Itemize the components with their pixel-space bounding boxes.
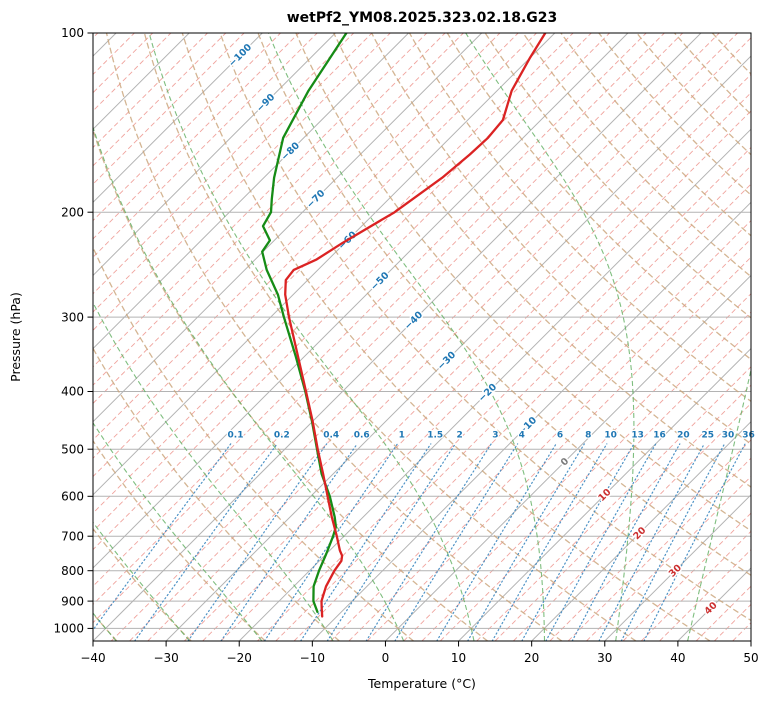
y-tick-label: 100	[61, 26, 84, 40]
pressure-gridlines	[93, 33, 751, 629]
isotherms-major	[93, 33, 751, 641]
mixing-ratio-lines	[93, 443, 746, 641]
x-tick-label: 30	[597, 651, 612, 665]
temperature-curve	[284, 33, 547, 618]
mixing-ratio-label: 1	[399, 431, 405, 441]
mixing-ratio-label: 0.4	[323, 431, 339, 441]
axes-frame: −40 −30 −20 −10 0 10 20 30 40 5010020030040050060…	[53, 26, 758, 665]
y-tick-label: 800	[61, 564, 84, 578]
y-tick-label: 400	[61, 385, 84, 399]
mixing-ratio-label: 36	[742, 431, 755, 441]
y-tick-label: 300	[61, 310, 84, 324]
mixing-ratio-label: 3	[492, 431, 498, 441]
mixing-ratio-label: 4	[519, 431, 525, 441]
mixing-ratio-label: 0.2	[274, 431, 290, 441]
y-tick-label: 700	[61, 529, 84, 543]
x-tick-label: 50	[743, 651, 758, 665]
isotherm-label: 0	[559, 456, 572, 469]
mixing-ratio-label: 1.5	[427, 431, 443, 441]
mixing-ratio-label: 16	[653, 431, 666, 441]
plot-frame	[92, 32, 752, 642]
mixing-ratio-label: 0.6	[354, 431, 370, 441]
y-tick-label: 200	[61, 205, 84, 219]
mixing-ratio-label: 6	[557, 431, 563, 441]
mixing-ratio-label: 20	[677, 431, 690, 441]
plot-area: −100−90−80−70−60−50−40−30−20−10010203040…	[53, 26, 758, 665]
isotherms-minor	[93, 33, 751, 641]
y-tick-label: 1000	[53, 622, 84, 636]
mixing-ratio-label: 0.1	[228, 431, 244, 441]
x-tick-label: −40	[80, 651, 105, 665]
y-tick-label: 600	[61, 490, 84, 504]
profiles	[261, 33, 547, 618]
y-tick-label: 900	[61, 594, 84, 608]
mixing-ratio-label: 8	[585, 431, 591, 441]
x-tick-label: 40	[670, 651, 685, 665]
x-tick-label: −10	[300, 651, 325, 665]
chart-title: wetPf2_YM08.2025.323.02.18.G23	[287, 10, 557, 26]
x-tick-label: −30	[153, 651, 178, 665]
x-axis-label: Temperature (°C)	[367, 676, 476, 691]
dewpoint-curve	[261, 33, 348, 613]
mixing-ratio-label: 25	[702, 431, 715, 441]
mixing-ratio-labels: 0.1 0.2 0.4 0.6 1 1.5 2 3 4 6 8 10 13 16 20 25 30 36	[226, 429, 756, 442]
mixing-ratio-label: 13	[631, 431, 644, 441]
mixing-ratio-label: 10	[604, 431, 617, 441]
y-axis-label: Pressure (hPa)	[8, 292, 23, 382]
y-tick-label: 500	[61, 442, 84, 456]
mixing-ratio-label: 30	[722, 431, 735, 441]
x-tick-label: 0	[382, 651, 390, 665]
x-tick-label: 20	[524, 651, 539, 665]
mixing-ratio-label: 2	[456, 431, 462, 441]
x-tick-label: −20	[227, 651, 252, 665]
x-tick-label: 10	[451, 651, 466, 665]
